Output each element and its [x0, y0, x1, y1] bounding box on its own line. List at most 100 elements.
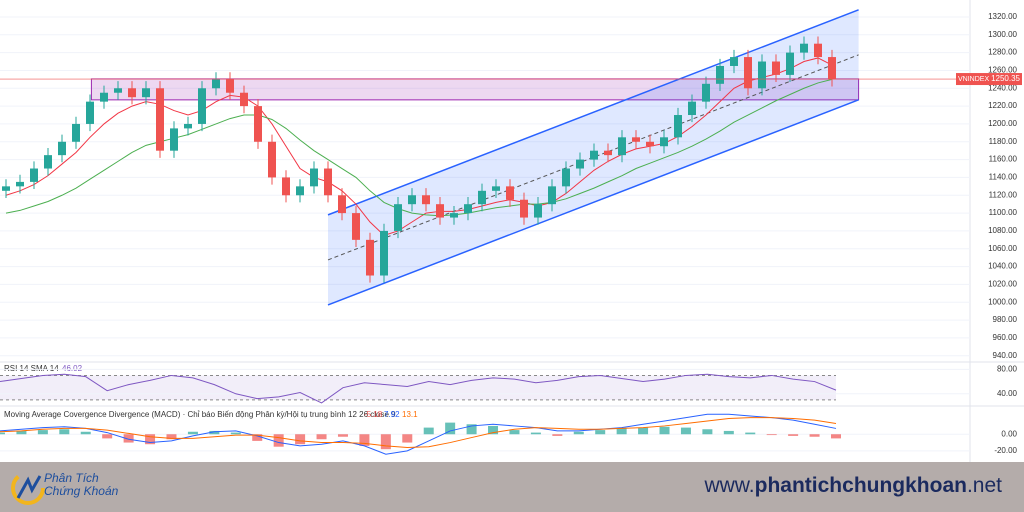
- y-tick-label: 940.00: [993, 351, 1018, 360]
- candle-body: [72, 123, 80, 142]
- macd-histogram: [273, 434, 284, 447]
- y-tick-label: 1200.00: [988, 119, 1017, 128]
- y-tick-label: 1280.00: [988, 48, 1017, 57]
- y-tick-label: 1260.00: [988, 66, 1017, 75]
- macd-histogram: [16, 430, 27, 435]
- macd-histogram: [466, 424, 477, 435]
- candle-body: [674, 115, 682, 138]
- macd-histogram: [831, 434, 841, 439]
- y-tick-label: 1300.00: [988, 30, 1017, 39]
- macd-histogram: [80, 431, 91, 435]
- candle-body: [492, 186, 500, 191]
- candle-body: [142, 88, 150, 98]
- rsi-value: 46.02: [62, 364, 83, 373]
- macd-value: 7.92: [384, 410, 400, 419]
- candle-body: [170, 128, 178, 151]
- candle-body: [394, 204, 402, 231]
- macd-title: Moving Average Covergence Divergence (MA…: [4, 410, 396, 419]
- candle-body: [156, 88, 164, 151]
- footer: Phân Tích Chứng Khoán www.phantichchungk…: [0, 462, 1024, 512]
- macd-histogram: [295, 434, 306, 445]
- y-tick-label: 1120.00: [989, 190, 1018, 199]
- signal-line: [0, 417, 837, 449]
- macd-histogram: [380, 434, 391, 450]
- macd-histogram: [166, 434, 177, 440]
- channel-lower: [327, 99, 859, 306]
- channel-mid: [327, 54, 859, 261]
- candle-body: [184, 123, 192, 129]
- candle-body: [352, 213, 360, 240]
- candle-body: [30, 168, 38, 182]
- y-tick-label: -20.00: [994, 446, 1017, 455]
- y-tick-label: 1000.00: [988, 297, 1017, 306]
- logo-text: Phân Tích Chứng Khoán: [44, 472, 118, 498]
- macd-histogram: [552, 434, 563, 436]
- candle-body: [814, 43, 822, 58]
- candle-body: [254, 106, 262, 142]
- candle-body: [744, 57, 752, 89]
- macd-histogram: [123, 434, 134, 443]
- candle-body: [576, 159, 584, 169]
- macd-histogram: [402, 434, 413, 443]
- y-tick-label: 1080.00: [988, 226, 1017, 235]
- last-price-label: 1250.35: [991, 74, 1020, 83]
- candle-body: [702, 83, 710, 102]
- y-tick-label: 0.00: [1001, 429, 1017, 438]
- y-tick-label: 1020.00: [988, 280, 1017, 289]
- macd-histogram: [230, 432, 241, 435]
- y-tick-label: 1060.00: [988, 244, 1017, 253]
- macd-histogram: [102, 434, 113, 439]
- signal-value: 13.1: [402, 410, 418, 419]
- candle-body: [268, 141, 276, 178]
- site-url[interactable]: www.phantichchungkhoan.net: [704, 474, 1002, 498]
- rsi-title: RSI 14 SMA 14: [4, 364, 59, 373]
- macd-histogram: [659, 426, 670, 435]
- candle-body: [58, 141, 66, 156]
- last-price-tag: [956, 73, 1022, 86]
- macd-histogram: [723, 430, 734, 435]
- candle-body: [688, 101, 696, 116]
- rsi-line: [0, 373, 837, 404]
- candle-body: [128, 88, 136, 98]
- y-tick-label: 980.00: [993, 315, 1018, 324]
- candle-body: [212, 79, 220, 89]
- y-tick-label: 80.00: [997, 364, 1018, 373]
- candle-body: [548, 186, 556, 205]
- candle-body: [590, 150, 598, 160]
- candle-body: [226, 79, 234, 93]
- url-part: www.: [704, 474, 755, 497]
- macd-histogram: [638, 427, 649, 435]
- candle-body: [604, 150, 612, 156]
- macd-line: [0, 413, 837, 455]
- macd-histogram: [745, 432, 756, 435]
- candle-body: [114, 88, 122, 93]
- y-tick-label: 1320.00: [988, 12, 1017, 21]
- candle-body: [296, 186, 304, 196]
- y-tick-label: 1220.00: [988, 101, 1017, 110]
- candle-body: [772, 61, 780, 75]
- logo-line: Chứng Khoán: [44, 484, 119, 498]
- macd-histogram: [37, 430, 48, 435]
- candle-body: [632, 137, 640, 142]
- macd-histogram: [530, 432, 541, 435]
- candle-body: [380, 230, 388, 276]
- candle-body: [436, 204, 444, 218]
- moving-average: [5, 78, 833, 217]
- candle-body: [408, 195, 416, 205]
- candle-body: [422, 195, 430, 205]
- candle-body: [86, 101, 94, 124]
- macd-histogram: [187, 431, 198, 435]
- candle-body: [450, 213, 458, 218]
- url-part: phantichchungkhoan: [754, 474, 967, 497]
- macd-histogram: [337, 434, 348, 437]
- candle-body: [646, 141, 654, 147]
- macd-histogram: [766, 434, 777, 436]
- macd-histogram: [788, 434, 799, 436]
- candle-body: [310, 168, 318, 187]
- candle-body: [2, 186, 10, 191]
- y-tick-label: 1240.00: [988, 83, 1017, 92]
- macd-histogram: [573, 431, 584, 435]
- y-tick-label: 1100.00: [989, 208, 1018, 217]
- candle-body: [198, 88, 206, 124]
